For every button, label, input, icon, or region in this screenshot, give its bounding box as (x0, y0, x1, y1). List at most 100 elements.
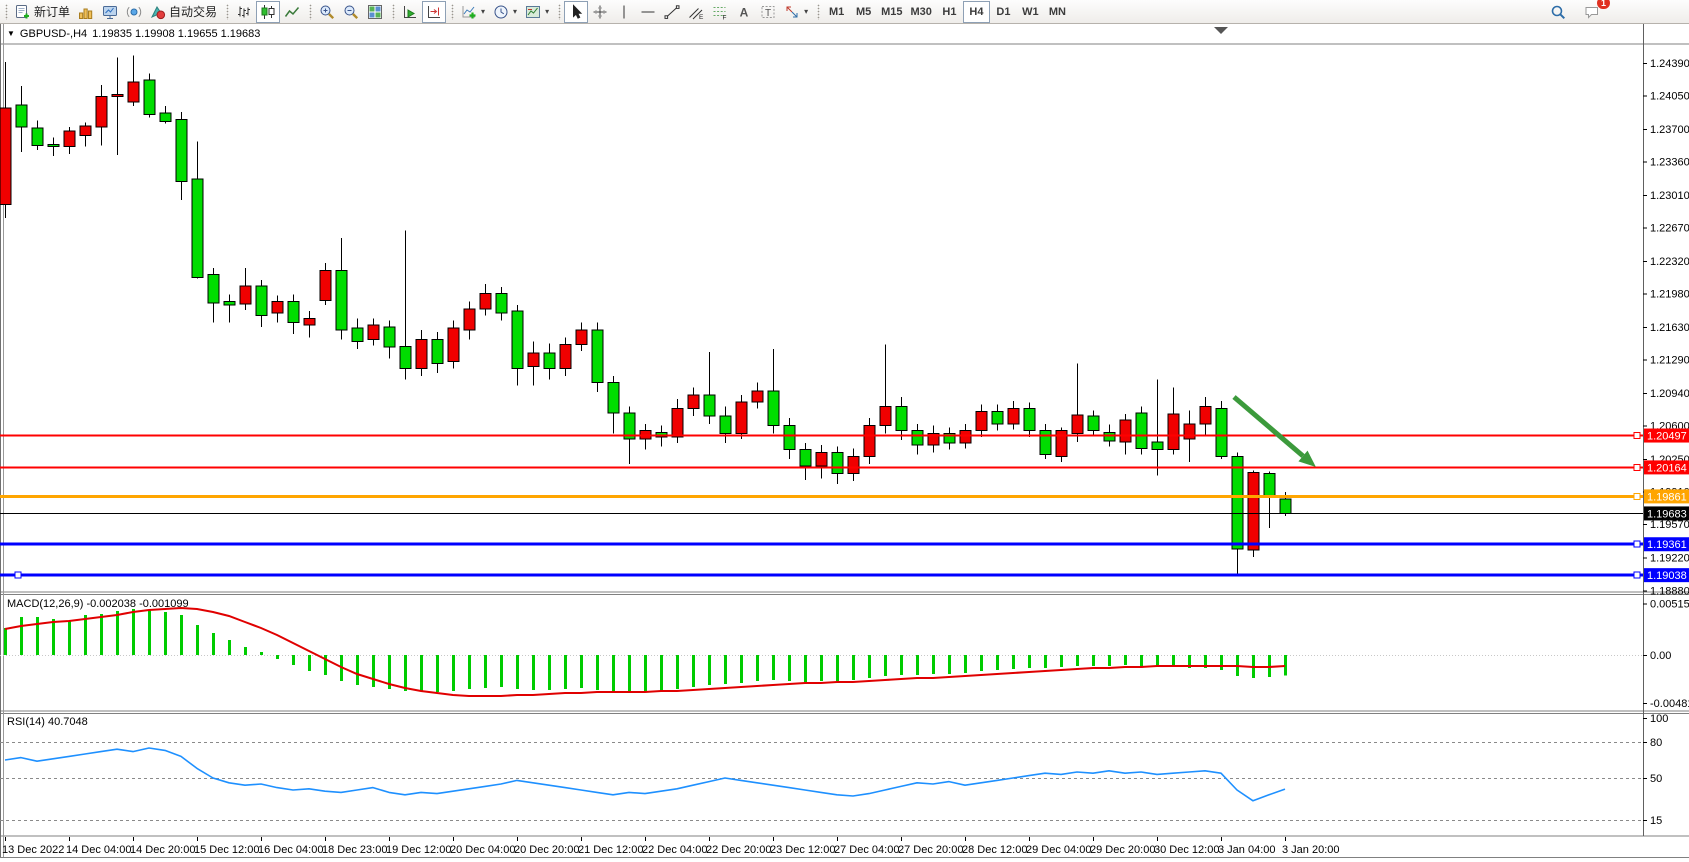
candle-body (1247, 472, 1260, 551)
candle-body (287, 300, 300, 323)
chart-symbol-title[interactable]: ▼ GBPUSD-,H4 1.19835 1.19908 1.19655 1.1… (7, 28, 260, 40)
time-label: 28 Dec 12:00 (962, 844, 1027, 856)
toolbar-group (306, 0, 389, 24)
time-label: 13 Dec 2022 (2, 844, 64, 856)
candle-body (815, 451, 828, 467)
candle-body (543, 352, 556, 369)
bars-chart-button[interactable] (232, 1, 256, 23)
candle-body (367, 324, 380, 341)
templates-icon (525, 4, 541, 20)
dropdown-caret-icon[interactable]: ▾ (545, 7, 550, 16)
timeframe-h1-button[interactable]: H1 (936, 1, 963, 23)
timeframe-d1-button[interactable]: D1 (990, 1, 1017, 23)
periods-button[interactable]: ▾ (489, 1, 521, 23)
text-label-button[interactable]: T (756, 1, 780, 23)
dropdown-caret-icon[interactable]: ▾ (481, 7, 486, 16)
new-order-icon (15, 4, 31, 20)
dropdown-caret-icon[interactable]: ▾ (513, 7, 518, 16)
time-label: 23 Dec 12:00 (770, 844, 835, 856)
time-label: 27 Dec 20:00 (898, 844, 963, 856)
chevron-down-icon[interactable]: ▼ (7, 29, 15, 38)
templates-button[interactable]: ▾ (521, 1, 553, 23)
price-tick-label: 1.23010 (1650, 190, 1689, 202)
macd-indicator-label: MACD(12,26,9) -0.002038 -0.001099 (7, 598, 189, 610)
candle-body (927, 432, 940, 446)
crosshair-button[interactable] (588, 1, 612, 23)
time-label: 20 Dec 04:00 (450, 844, 515, 856)
autotrading-button[interactable]: 自动交易 (146, 1, 221, 23)
rsi-scale-label: 80 (1650, 737, 1662, 749)
toolbar-group: ▾ ▾ ▾ (448, 0, 555, 24)
new-order-button[interactable]: 新订单 (11, 1, 74, 23)
trend-arrow (1232, 395, 1316, 468)
vertical-line-button[interactable] (612, 1, 636, 23)
price-tick-label: 1.24390 (1650, 58, 1689, 70)
trendline-button[interactable] (660, 1, 684, 23)
price-tag-label: 1.19683 (1647, 508, 1687, 520)
chart-window-button[interactable] (74, 1, 98, 23)
candle-body (47, 143, 60, 147)
candle-body (783, 425, 796, 451)
cursor-icon (568, 3, 584, 20)
candlestick-chart-button[interactable] (256, 0, 281, 23)
signals-button[interactable] (122, 1, 146, 23)
timeframe-h4-button[interactable]: H4 (962, 0, 990, 23)
line-anchor (1633, 540, 1641, 548)
candle-body (1231, 455, 1244, 550)
chart-canvas[interactable]: 1.24390 1.24050 1.23700 1.23360 1.23010 1.226… (0, 24, 1689, 862)
tile-windows-button[interactable] (363, 1, 387, 23)
zoom-out-button[interactable] (339, 1, 363, 23)
market-watch-button[interactable] (98, 1, 122, 23)
price-tag-label: 1.19361 (1647, 539, 1687, 551)
chat-bubble-icon (1584, 4, 1600, 20)
candle-body (1023, 407, 1036, 431)
candle-body (1135, 412, 1148, 450)
timeframe-w1-button[interactable]: W1 (1017, 1, 1044, 23)
timeframe-m30-button[interactable]: M30 (907, 1, 936, 23)
timeframe-mn-button[interactable]: MN (1044, 1, 1071, 23)
horizontal-line-button[interactable] (636, 1, 660, 23)
candle-body (271, 300, 284, 314)
candle-body (511, 310, 524, 369)
search-button[interactable] (1546, 1, 1570, 23)
time-label: 22 Dec 04:00 (642, 844, 707, 856)
equidistant-channel-button[interactable]: E (684, 1, 708, 23)
line-anchor (1633, 463, 1641, 471)
fibonacci-button[interactable]: F (708, 1, 732, 23)
time-label: 14 Dec 04:00 (66, 844, 131, 856)
candle-body (1263, 473, 1276, 498)
timeframe-m5-button[interactable]: M5 (850, 1, 877, 23)
candle-body (1039, 429, 1052, 455)
line-anchor (1633, 492, 1641, 500)
auto-scroll-button[interactable] (398, 1, 422, 23)
arrows-tool-button[interactable]: ▾ (780, 1, 812, 23)
candle-body (1103, 431, 1116, 442)
text-button[interactable]: A (732, 1, 756, 23)
macd-scale-label: -0.004811 (1650, 698, 1689, 710)
price-tag (1644, 537, 1689, 552)
price-tick-label: 1.21290 (1650, 355, 1689, 367)
line-chart-button[interactable] (280, 1, 304, 23)
price-tick-label: 1.19220 (1650, 553, 1689, 565)
time-label: 16 Dec 04:00 (258, 844, 323, 856)
time-label: 3 Jan 20:00 (1282, 844, 1340, 856)
autotrading-button-label: 自动交易 (169, 5, 218, 19)
svg-text:E: E (699, 14, 704, 20)
price-tag (1644, 460, 1689, 475)
zoom-in-button[interactable] (315, 1, 339, 23)
timeframe-m15-button[interactable]: M15 (877, 1, 906, 23)
indicators-button[interactable]: ▾ (457, 1, 489, 23)
timeframe-m1-button[interactable]: M1 (823, 1, 850, 23)
zoom-in-icon (319, 4, 335, 20)
chart-shift-button[interactable] (422, 0, 447, 23)
candle-body (495, 293, 508, 314)
top-toolbar: 新订单 自动交易 ▾ ▾ ▾ E F A T ▾ M1 M5 M15 M30 H1 H4 D1 W1 MN 1 (0, 0, 1689, 24)
dropdown-caret-icon[interactable]: ▾ (804, 7, 809, 16)
notifications-button[interactable]: 1 (1580, 0, 1610, 23)
toolbar-group: E F A T ▾ (555, 0, 814, 24)
candle-body (383, 326, 396, 348)
cursor-button[interactable] (564, 0, 589, 23)
text-icon: A (736, 4, 752, 20)
